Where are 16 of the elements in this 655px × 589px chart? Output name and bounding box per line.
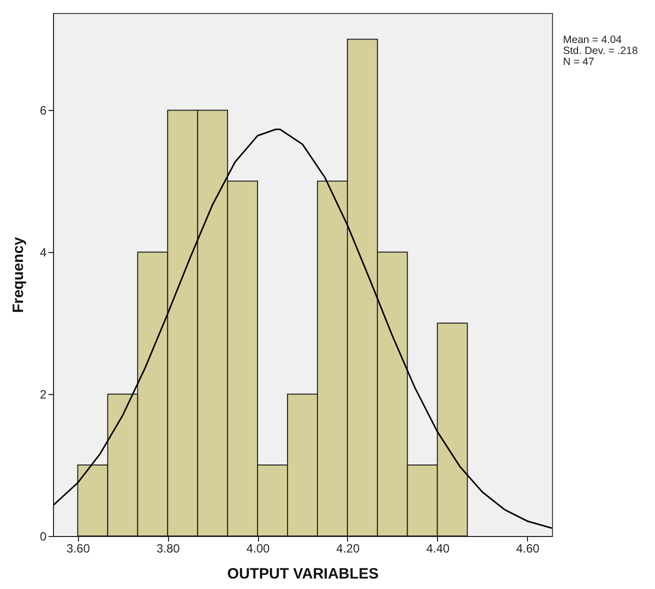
y-tick-label: 2 (40, 388, 47, 402)
y-tick-label: 6 (40, 104, 47, 118)
text: Mean = 4.04 (563, 34, 622, 46)
x-tick-label: 4.20 (336, 542, 360, 556)
x-tick-label: 3.80 (156, 542, 180, 556)
y-tick-label: 4 (40, 246, 47, 260)
x-tick-label: 4.00 (246, 542, 270, 556)
line-series (53, 128, 552, 529)
text: N = 47 (563, 56, 594, 68)
y-tick-label: 0 (40, 530, 47, 544)
y-axis-title: Frequency (10, 236, 27, 313)
x-tick-label: 4.60 (516, 542, 540, 556)
text: Std. Dev. = .218 (563, 45, 638, 57)
x-tick-label: 4.40 (426, 542, 450, 556)
x-tick-label: 3.60 (66, 542, 90, 556)
x-axis-title: OUTPUT VARIABLES (227, 566, 379, 582)
